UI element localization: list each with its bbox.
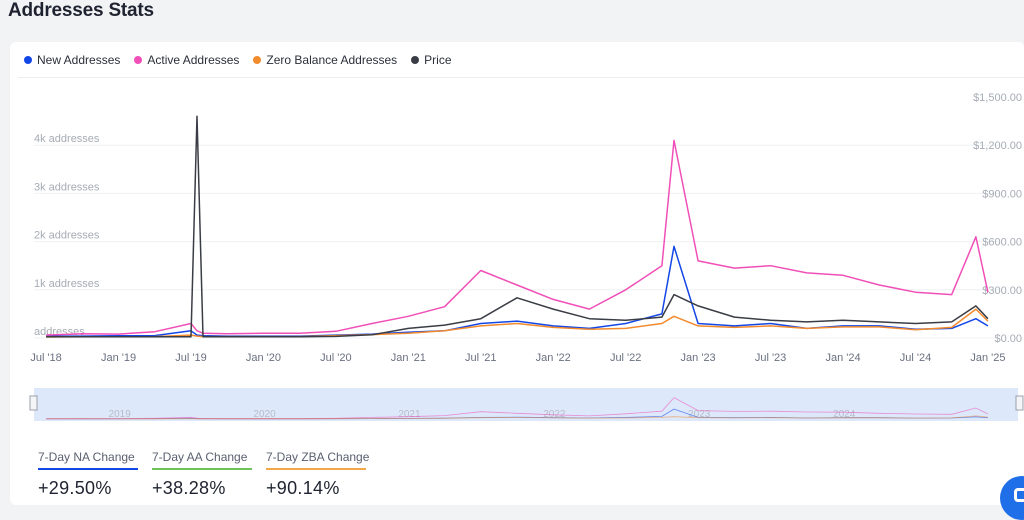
navigator-series-active-addresses (46, 397, 989, 420)
x-tick-label: Jan '20 (246, 352, 281, 364)
series-line-new-addresses (46, 245, 989, 337)
legend-item-new-addresses[interactable]: New Addresses (24, 53, 120, 67)
x-tick-label: Jan '22 (536, 352, 571, 364)
y-right-tick-label: $600.00 (982, 237, 1022, 249)
navigator-year-label: 2019 (109, 409, 132, 420)
legend-item-active-addresses[interactable]: Active Addresses (134, 53, 239, 67)
navigator-year-label: 2024 (833, 409, 856, 420)
navigator-series-zero-balance-addresses (46, 415, 988, 420)
series-line-zero-balance-addresses (46, 308, 989, 338)
series-line-price (46, 115, 989, 338)
legend-label-active-addresses: Active Addresses (147, 53, 240, 67)
navigator-year-label: 2021 (398, 409, 421, 420)
y-right-tick-label: $300.00 (982, 285, 1022, 297)
navigator-year-label: 2020 (253, 409, 276, 420)
legend-dot-new-addresses (24, 56, 32, 64)
legend-dot-price (411, 56, 420, 64)
x-tick-label: Jan '24 (825, 352, 860, 364)
navigator-handle-left (29, 395, 38, 411)
y-left-tick-label: 1k addresses (34, 278, 100, 290)
navigator-handle-right (1015, 395, 1024, 411)
x-tick-label: Jan '25 (970, 352, 1005, 364)
legend-label-new-addresses: New Addresses (37, 53, 121, 67)
x-tick-label: Jul '22 (610, 352, 641, 364)
y-left-tick-label: 3k addresses (34, 181, 100, 193)
chart-legend: New Addresses Active Addresses Zero Bala… (24, 53, 452, 67)
stat-value-aa: +38.28% (152, 478, 226, 498)
y-right-tick-label: $1,500.00 (973, 92, 1022, 104)
stat-na-change: 7-Day NA Change +29.50% (38, 450, 138, 499)
y-left-tick-label: 2k addresses (34, 230, 100, 242)
x-tick-label: Jul '23 (755, 352, 786, 364)
stat-label-na: 7-Day NA Change (38, 450, 138, 470)
x-tick-label: Jan '23 (681, 352, 716, 364)
x-tick-label: Jul '24 (900, 352, 931, 364)
chart-card (10, 42, 1024, 505)
y-right-tick-label: $900.00 (982, 188, 1022, 200)
legend-divider (18, 77, 1024, 78)
stat-value-na: +29.50% (38, 478, 112, 498)
y-right-tick-label: $1,200.00 (973, 140, 1022, 152)
stat-value-zba: +90.14% (266, 478, 340, 498)
x-tick-label: Jul '21 (465, 352, 496, 364)
legend-dot-active-addresses (134, 56, 143, 64)
legend-label-zero-balance: Zero Balance Addresses (266, 53, 398, 67)
stat-aa-change: 7-Day AA Change +38.28% (152, 450, 252, 499)
stat-zba-change: 7-Day ZBA Change +90.14% (266, 450, 369, 499)
legend-item-price[interactable]: Price (411, 53, 452, 67)
navigator-window (34, 388, 1018, 421)
x-tick-label: Jan '21 (391, 352, 426, 364)
y-right-tick-label: $0.00 (994, 333, 1022, 345)
stats-row: 7-Day NA Change +29.50% 7-Day AA Change … (38, 450, 369, 499)
series-line-active-addresses (46, 139, 989, 336)
x-tick-label: Jul '20 (320, 352, 351, 364)
stat-label-zba: 7-Day ZBA Change (266, 450, 369, 470)
legend-label-price: Price (424, 53, 452, 67)
x-tick-label: Jan '19 (101, 352, 136, 364)
legend-item-zero-balance[interactable]: Zero Balance Addresses (253, 53, 397, 67)
legend-dot-zero-balance (253, 56, 262, 64)
stat-label-aa: 7-Day AA Change (152, 450, 252, 470)
x-tick-label: Jul '18 (30, 352, 61, 364)
y-left-tick-label: 4k addresses (34, 133, 100, 145)
chat-icon (1014, 488, 1024, 502)
x-tick-label: Jul '19 (175, 352, 206, 364)
navigator-year-label: 2023 (688, 409, 711, 420)
page-title: Addresses Stats (8, 0, 154, 21)
